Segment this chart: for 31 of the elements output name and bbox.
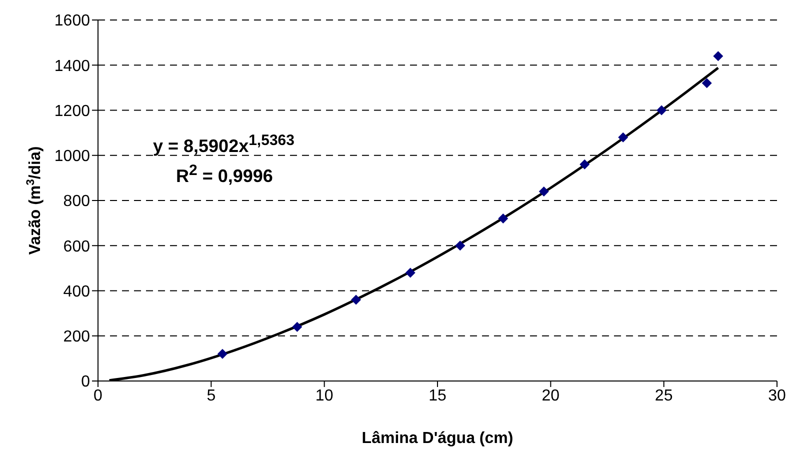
point xyxy=(351,294,362,305)
y-tick-label: 200 xyxy=(63,328,90,346)
point xyxy=(656,105,667,116)
x-tick-label: 30 xyxy=(768,387,786,404)
point xyxy=(292,322,302,332)
point xyxy=(405,268,416,278)
y-tick-label: 1200 xyxy=(54,102,90,120)
point xyxy=(455,240,466,251)
y-tick-label: 0 xyxy=(81,374,90,391)
point xyxy=(702,78,712,88)
x-tick-label: 15 xyxy=(428,387,446,404)
y-tick-label: 800 xyxy=(63,193,90,210)
x-tick-label: 20 xyxy=(542,387,560,404)
x-tick-label: 25 xyxy=(654,387,673,404)
point xyxy=(217,348,228,359)
x-tick-label: 0 xyxy=(94,387,103,404)
annotation: y = 8,5902x$^{1,5363}$ xyxy=(153,132,294,157)
point xyxy=(498,214,508,224)
x-axis-title: Lâmina D'água (cm) xyxy=(362,430,514,447)
y-tick-label: 600 xyxy=(63,238,90,256)
x-tick-label: 5 xyxy=(206,387,216,404)
point xyxy=(713,51,724,62)
point xyxy=(580,159,590,170)
x-tick-label: 10 xyxy=(315,387,334,404)
y-tick-label: 400 xyxy=(63,283,90,300)
point xyxy=(618,132,628,142)
y-tick-label: 1400 xyxy=(54,58,90,75)
annotation: R$^{2}$ = 0,9996 xyxy=(176,162,273,187)
y-tick-label: 1600 xyxy=(54,12,90,30)
y-tick-label: 1000 xyxy=(54,148,90,166)
point xyxy=(538,186,549,196)
